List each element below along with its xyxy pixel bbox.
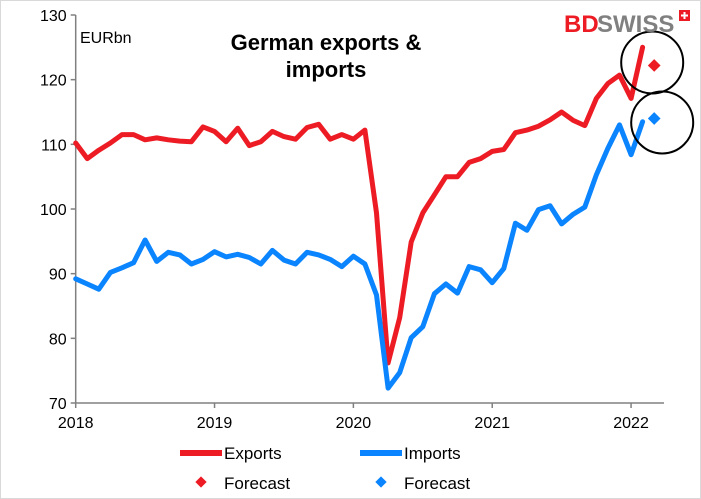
y-tick-label: 120 bbox=[40, 73, 67, 90]
series-line-imports bbox=[73, 119, 646, 391]
y-tick-label: 110 bbox=[41, 137, 67, 154]
legend-exports-forecast-label: Forecast bbox=[224, 474, 290, 493]
logo-swiss: SWISS bbox=[597, 11, 674, 38]
series-line-exports bbox=[73, 44, 646, 366]
chart-title-line2: imports bbox=[286, 57, 367, 82]
logo: BD SWISS bbox=[564, 10, 690, 38]
x-tick-label: 2019 bbox=[197, 415, 233, 432]
y-tick-label: 90 bbox=[49, 267, 67, 284]
forecast-marker-imports bbox=[647, 112, 661, 125]
legend-exports-forecast-marker bbox=[195, 476, 207, 488]
chart-title-line1: German exports & bbox=[231, 30, 422, 55]
logo-cross-mark bbox=[681, 12, 688, 19]
x-tick-label: 2021 bbox=[474, 415, 510, 432]
y-tick-label: 130 bbox=[40, 8, 67, 25]
legend: Exports Imports Forecast Forecast bbox=[180, 444, 470, 493]
legend-imports-forecast-label: Forecast bbox=[404, 474, 470, 493]
forecast-marker-exports bbox=[647, 59, 661, 72]
x-tick-label: 2022 bbox=[613, 415, 649, 432]
logo-bd: BD bbox=[564, 11, 599, 38]
legend-imports-forecast-marker bbox=[375, 476, 387, 488]
y-tick-label: 70 bbox=[49, 396, 67, 413]
y-tick-label: 80 bbox=[49, 331, 67, 348]
y-axis-unit: EURbn bbox=[80, 30, 132, 47]
legend-exports-label: Exports bbox=[224, 444, 282, 463]
legend-imports-label: Imports bbox=[404, 444, 461, 463]
y-tick-label: 100 bbox=[40, 202, 67, 219]
x-tick-label: 2018 bbox=[58, 415, 94, 432]
x-tick-label: 2020 bbox=[336, 415, 372, 432]
annotation-circle-imports bbox=[630, 90, 695, 155]
